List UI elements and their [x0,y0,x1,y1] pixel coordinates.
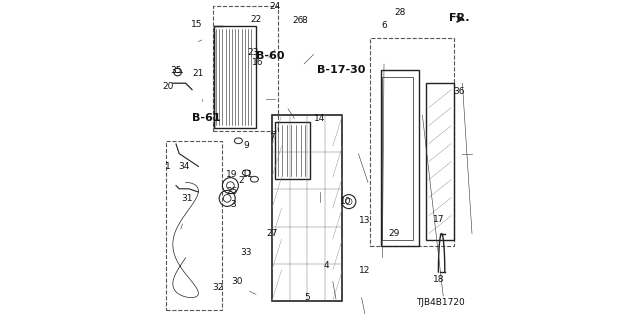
Bar [214,26,256,128]
Text: B-60: B-60 [256,51,285,61]
Text: TJB4B1720: TJB4B1720 [415,298,465,307]
Text: 12: 12 [359,266,371,275]
Text: 6: 6 [381,21,387,30]
Text: 29: 29 [388,229,399,238]
Text: 36: 36 [454,87,465,96]
Text: 11: 11 [243,170,253,179]
Text: 31: 31 [182,194,193,203]
Text: 20: 20 [163,82,173,91]
Text: 10: 10 [340,197,351,206]
Text: 2: 2 [239,176,244,185]
Bar [381,70,419,246]
Text: 13: 13 [359,216,371,225]
Text: 22: 22 [250,15,262,24]
Text: B-17-30: B-17-30 [317,65,365,76]
Text: 4: 4 [324,261,329,270]
Text: 34: 34 [179,162,189,171]
Text: 7: 7 [269,133,275,142]
Text: FR.: FR. [449,12,470,23]
Text: 33: 33 [241,248,252,257]
Text: 35: 35 [170,66,182,75]
Bar [272,115,342,301]
Text: 28: 28 [394,8,406,17]
Text: 23: 23 [247,48,259,57]
Bar [166,141,223,310]
Bar [383,77,413,240]
Bar [212,6,278,131]
Text: 32: 32 [212,284,223,292]
Text: 5: 5 [305,293,310,302]
Bar [370,38,454,246]
Text: 1: 1 [165,162,171,171]
Text: 26: 26 [292,16,303,25]
Text: 8: 8 [301,16,307,25]
Text: 18: 18 [433,276,444,284]
Text: 9: 9 [244,141,249,150]
Text: 30: 30 [231,277,243,286]
Text: 17: 17 [433,215,444,224]
Text: 21: 21 [193,69,204,78]
Text: 27: 27 [266,229,278,238]
Text: 19: 19 [227,170,237,179]
Bar [275,122,310,179]
Bar [426,83,454,240]
Text: 25: 25 [227,188,237,196]
Text: B-61: B-61 [192,113,221,124]
Text: 3: 3 [231,200,236,209]
Text: 16: 16 [252,58,263,67]
Text: 24: 24 [269,2,281,11]
Text: 14: 14 [314,114,326,123]
Text: 15: 15 [191,20,202,28]
